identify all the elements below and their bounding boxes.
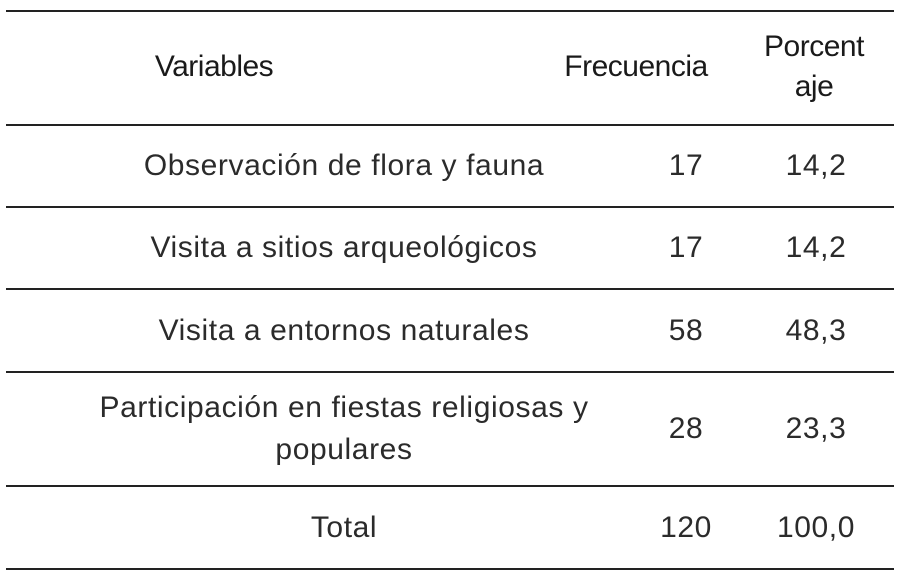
header-variables: Variables	[66, 10, 486, 124]
row-4-variable-line1: Participación en fiestas religiosas y	[99, 391, 589, 424]
row-4-percentage-text: 23,3	[785, 412, 847, 445]
table-row-3-frequency: 58	[626, 290, 746, 371]
table-row-1-percentage: 14,2	[746, 126, 886, 206]
table-row-4-percentage: 23,3	[746, 373, 886, 485]
row-2-percentage-text: 14,2	[785, 231, 847, 264]
total-frequency-text: 120	[660, 510, 712, 544]
total-row-frequency: 120	[626, 487, 746, 568]
row-divider	[6, 288, 894, 290]
header-frequency-label: Frecuencia	[564, 50, 708, 83]
row-4-variable-line2: populares	[275, 433, 413, 466]
row-3-frequency-text: 58	[668, 313, 704, 347]
table-row-1-frequency: 17	[626, 126, 746, 206]
row-divider	[6, 371, 894, 373]
total-row-percentage: 100,0	[746, 487, 886, 568]
table-top-rule	[6, 10, 894, 12]
table-row-4-variable: Participación en fiestas religiosas y po…	[6, 373, 682, 485]
table-row-1-variable: Observación de flora y fauna	[6, 126, 682, 206]
row-2-variable-text: Visita a sitios arqueológicos	[150, 231, 538, 264]
header-variables-label: Variables	[154, 50, 274, 83]
header-percentage-line1: Porcent	[764, 30, 864, 63]
table-row-2-frequency: 17	[626, 208, 746, 288]
row-1-variable-text: Observación de flora y fauna	[143, 149, 545, 182]
header-percentage: Porcent aje	[744, 10, 884, 124]
row-3-percentage-text: 48,3	[785, 313, 847, 347]
table-row-2-variable: Visita a sitios arqueológicos	[6, 208, 682, 288]
row-3-variable-text: Visita a entornos naturales	[158, 313, 530, 347]
row-2-frequency-text: 17	[668, 231, 704, 264]
header-bottom-rule	[6, 124, 894, 126]
row-4-frequency-text: 28	[668, 412, 704, 445]
table-row-2-percentage: 14,2	[746, 208, 886, 288]
table-row-3-variable: Visita a entornos naturales	[6, 290, 682, 371]
row-1-percentage-text: 14,2	[785, 149, 847, 182]
table-row-4-frequency: 28	[626, 373, 746, 485]
row-divider	[6, 206, 894, 208]
table-row-3-percentage: 48,3	[746, 290, 886, 371]
table-bottom-rule	[6, 568, 894, 570]
header-frequency: Frecuencia	[546, 10, 726, 124]
header-percentage-line2: aje	[794, 70, 834, 103]
row-divider	[6, 485, 894, 487]
row-1-frequency-text: 17	[668, 149, 704, 182]
total-row-label: Total	[6, 487, 682, 568]
total-percentage-text: 100,0	[776, 510, 856, 544]
total-label-text: Total	[310, 510, 378, 544]
